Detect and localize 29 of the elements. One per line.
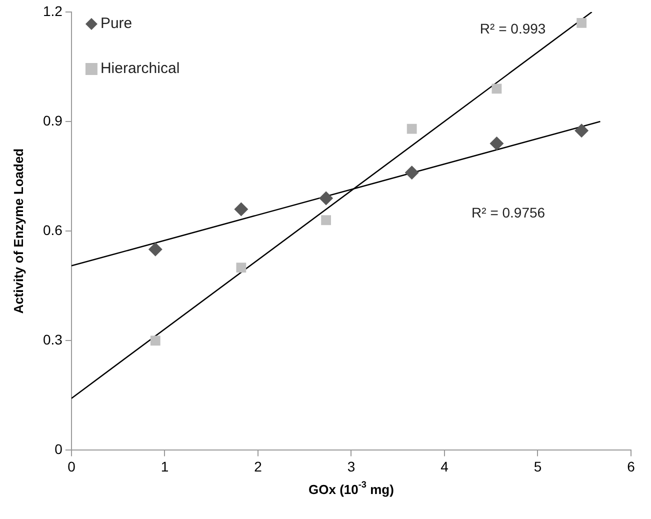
y-tick-label: 1.2	[42, 2, 63, 19]
annotation: R² = 0.993	[480, 20, 546, 36]
point	[148, 242, 162, 256]
legend-label: Pure	[100, 15, 132, 32]
x-tick-label: 4	[440, 458, 449, 474]
y-tick-label: 0.6	[42, 222, 63, 238]
point	[321, 215, 331, 226]
point	[492, 84, 502, 94]
point	[406, 124, 417, 134]
legend-label: Hierarchical	[100, 60, 180, 78]
point	[404, 166, 419, 180]
y-tick-label: 0.3	[42, 332, 63, 348]
point	[576, 18, 587, 28]
point	[234, 202, 248, 216]
y-axis-title: Activity of Enzyme Loaded	[11, 148, 26, 314]
point	[574, 124, 589, 138]
x-tick-label: 5	[534, 458, 542, 474]
x-tick-label: 0	[68, 458, 76, 474]
point	[236, 262, 246, 273]
x-tick-label: 2	[254, 458, 262, 474]
annotation: R² = 0.9756	[472, 204, 546, 220]
point	[319, 191, 334, 206]
y-tick-label: 0.9	[42, 112, 63, 128]
x-tick-label: 1	[160, 458, 169, 474]
x-tick-label: 3	[347, 458, 356, 474]
point	[150, 336, 160, 346]
point	[490, 136, 504, 150]
x-tick-label: 6	[627, 458, 636, 474]
y-tick-label: 0	[54, 441, 63, 458]
